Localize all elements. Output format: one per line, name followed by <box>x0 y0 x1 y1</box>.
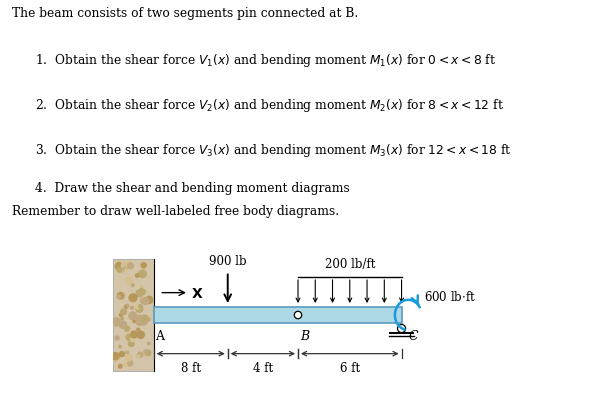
Circle shape <box>123 268 126 271</box>
Circle shape <box>128 263 134 269</box>
Text: C: C <box>409 329 418 342</box>
Text: The beam consists of two segments pin connected at B.: The beam consists of two segments pin co… <box>12 7 358 20</box>
Text: A: A <box>155 329 164 342</box>
Circle shape <box>115 336 119 340</box>
Circle shape <box>125 305 128 308</box>
Circle shape <box>140 289 143 292</box>
Circle shape <box>113 355 119 362</box>
Circle shape <box>139 305 142 308</box>
Circle shape <box>116 263 123 270</box>
Circle shape <box>115 262 122 269</box>
Circle shape <box>126 304 129 307</box>
Circle shape <box>112 353 119 360</box>
Text: 200 lb/ft: 200 lb/ft <box>325 258 375 271</box>
Circle shape <box>142 298 149 305</box>
Circle shape <box>119 321 126 328</box>
Circle shape <box>131 306 134 310</box>
Circle shape <box>148 342 150 345</box>
Circle shape <box>398 325 406 333</box>
Circle shape <box>123 267 126 271</box>
Circle shape <box>141 298 146 304</box>
Bar <box>154 307 402 324</box>
Circle shape <box>142 352 147 357</box>
Circle shape <box>120 309 126 315</box>
Circle shape <box>117 295 121 299</box>
Circle shape <box>126 334 132 340</box>
Circle shape <box>126 351 129 354</box>
Circle shape <box>128 281 132 284</box>
Circle shape <box>140 318 147 325</box>
Text: 1.  Obtain the shear force $V_1(x)$ and bending moment $M_1(x)$ for $0 < x < 8$ : 1. Obtain the shear force $V_1(x)$ and b… <box>35 52 496 69</box>
Circle shape <box>119 352 125 356</box>
Circle shape <box>122 263 128 269</box>
Circle shape <box>141 286 143 288</box>
Circle shape <box>119 365 122 368</box>
Text: 600 lb$\cdot$ft: 600 lb$\cdot$ft <box>424 290 476 304</box>
Circle shape <box>129 312 137 320</box>
Circle shape <box>141 263 146 268</box>
Text: B: B <box>300 329 309 342</box>
Circle shape <box>113 318 120 326</box>
Circle shape <box>135 274 139 277</box>
Circle shape <box>136 318 143 325</box>
Circle shape <box>125 354 132 361</box>
Circle shape <box>141 315 148 322</box>
Circle shape <box>117 268 122 273</box>
Circle shape <box>131 284 134 287</box>
Circle shape <box>125 265 129 269</box>
Circle shape <box>119 346 121 348</box>
Circle shape <box>294 312 302 319</box>
Text: 6 ft: 6 ft <box>340 361 360 374</box>
Circle shape <box>131 338 135 342</box>
Text: 4.  Draw the shear and bending moment diagrams: 4. Draw the shear and bending moment dia… <box>35 182 350 195</box>
Circle shape <box>131 331 138 338</box>
Circle shape <box>129 341 134 346</box>
Text: $\mathbf{X}$: $\mathbf{X}$ <box>191 286 204 300</box>
Text: Remember to draw well-labeled free body diagrams.: Remember to draw well-labeled free body … <box>12 205 339 218</box>
Circle shape <box>138 352 142 358</box>
Text: 900 lb: 900 lb <box>209 254 247 267</box>
Text: 8 ft: 8 ft <box>181 361 201 374</box>
Circle shape <box>139 319 144 322</box>
Circle shape <box>145 350 151 356</box>
Circle shape <box>136 306 143 313</box>
Text: 4 ft: 4 ft <box>253 361 273 374</box>
Circle shape <box>121 318 123 320</box>
Circle shape <box>137 328 139 331</box>
Circle shape <box>144 350 147 353</box>
Circle shape <box>125 326 129 331</box>
Circle shape <box>145 297 153 304</box>
Circle shape <box>137 316 142 321</box>
Circle shape <box>135 304 141 310</box>
Circle shape <box>136 290 143 297</box>
Circle shape <box>138 319 143 323</box>
Circle shape <box>147 318 150 322</box>
Circle shape <box>137 355 140 358</box>
Circle shape <box>125 269 127 272</box>
Bar <box>113 259 154 371</box>
Circle shape <box>117 293 124 299</box>
Circle shape <box>124 362 129 367</box>
Circle shape <box>139 270 147 278</box>
Circle shape <box>125 277 132 284</box>
Circle shape <box>119 268 124 273</box>
Text: 3.  Obtain the shear force $V_3(x)$ and bending moment $M_3(x)$ for $12 < x < 18: 3. Obtain the shear force $V_3(x)$ and b… <box>35 142 512 158</box>
Circle shape <box>128 361 133 366</box>
Circle shape <box>119 314 122 317</box>
Circle shape <box>125 262 132 269</box>
Circle shape <box>137 331 144 338</box>
Circle shape <box>141 290 145 294</box>
Circle shape <box>133 320 135 323</box>
Circle shape <box>129 294 137 302</box>
Text: 2.  Obtain the shear force $V_2(x)$ and bending moment $M_2(x)$ for $8 < x < 12$: 2. Obtain the shear force $V_2(x)$ and b… <box>35 97 504 113</box>
